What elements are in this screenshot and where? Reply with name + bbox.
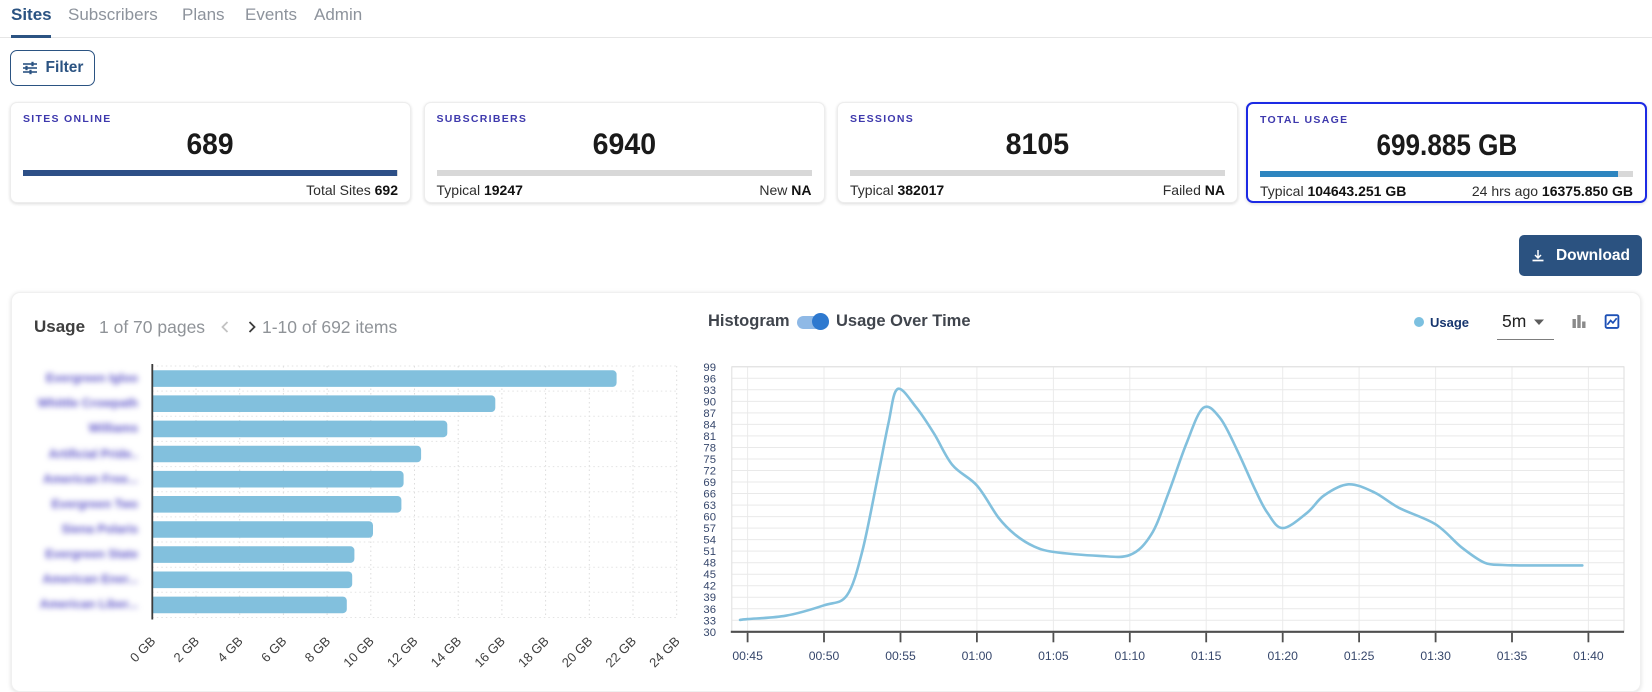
svg-text:84: 84 bbox=[703, 419, 716, 431]
svg-text:30: 30 bbox=[703, 627, 716, 639]
svg-text:10 GB: 10 GB bbox=[340, 634, 377, 671]
svg-text:01:15: 01:15 bbox=[1191, 649, 1222, 663]
svg-text:96: 96 bbox=[703, 373, 716, 385]
svg-text:00:50: 00:50 bbox=[809, 649, 840, 663]
svg-text:8 GB: 8 GB bbox=[302, 634, 334, 666]
svg-text:01:35: 01:35 bbox=[1497, 649, 1528, 663]
svg-text:75: 75 bbox=[703, 454, 716, 466]
svg-text:00:45: 00:45 bbox=[732, 649, 763, 663]
svg-text:72: 72 bbox=[703, 466, 716, 478]
svg-text:22 GB: 22 GB bbox=[602, 634, 639, 671]
svg-text:14 GB: 14 GB bbox=[428, 634, 465, 671]
svg-text:01:20: 01:20 bbox=[1267, 649, 1298, 663]
svg-text:6 GB: 6 GB bbox=[258, 634, 290, 666]
svg-text:87: 87 bbox=[703, 408, 716, 420]
svg-text:45: 45 bbox=[703, 569, 716, 581]
svg-text:60: 60 bbox=[703, 512, 716, 524]
svg-text:54: 54 bbox=[703, 535, 716, 547]
svg-text:16 GB: 16 GB bbox=[471, 634, 508, 671]
svg-text:01:25: 01:25 bbox=[1344, 649, 1375, 663]
svg-text:93: 93 bbox=[703, 385, 716, 397]
svg-text:51: 51 bbox=[703, 546, 716, 558]
svg-text:0 GB: 0 GB bbox=[127, 634, 159, 666]
svg-text:01:10: 01:10 bbox=[1115, 649, 1146, 663]
svg-text:01:40: 01:40 bbox=[1573, 649, 1604, 663]
svg-text:42: 42 bbox=[703, 581, 716, 593]
svg-text:18 GB: 18 GB bbox=[515, 634, 552, 671]
svg-text:20 GB: 20 GB bbox=[559, 634, 596, 671]
svg-text:01:05: 01:05 bbox=[1038, 649, 1069, 663]
svg-text:24 GB: 24 GB bbox=[646, 634, 683, 671]
svg-text:33: 33 bbox=[703, 615, 716, 627]
svg-text:78: 78 bbox=[703, 443, 716, 455]
svg-text:4 GB: 4 GB bbox=[214, 634, 246, 666]
svg-text:39: 39 bbox=[703, 592, 716, 604]
svg-text:12 GB: 12 GB bbox=[384, 634, 421, 671]
svg-text:2 GB: 2 GB bbox=[171, 634, 203, 666]
svg-text:00:55: 00:55 bbox=[885, 649, 916, 663]
svg-text:90: 90 bbox=[703, 396, 716, 408]
svg-text:01:00: 01:00 bbox=[962, 649, 993, 663]
svg-text:48: 48 bbox=[703, 558, 716, 570]
svg-text:01:30: 01:30 bbox=[1420, 649, 1451, 663]
svg-text:57: 57 bbox=[703, 523, 716, 535]
svg-text:63: 63 bbox=[703, 500, 716, 512]
svg-text:66: 66 bbox=[703, 489, 716, 501]
svg-text:69: 69 bbox=[703, 477, 716, 489]
svg-text:99: 99 bbox=[703, 362, 716, 374]
svg-text:36: 36 bbox=[703, 604, 716, 616]
svg-text:81: 81 bbox=[703, 431, 716, 443]
